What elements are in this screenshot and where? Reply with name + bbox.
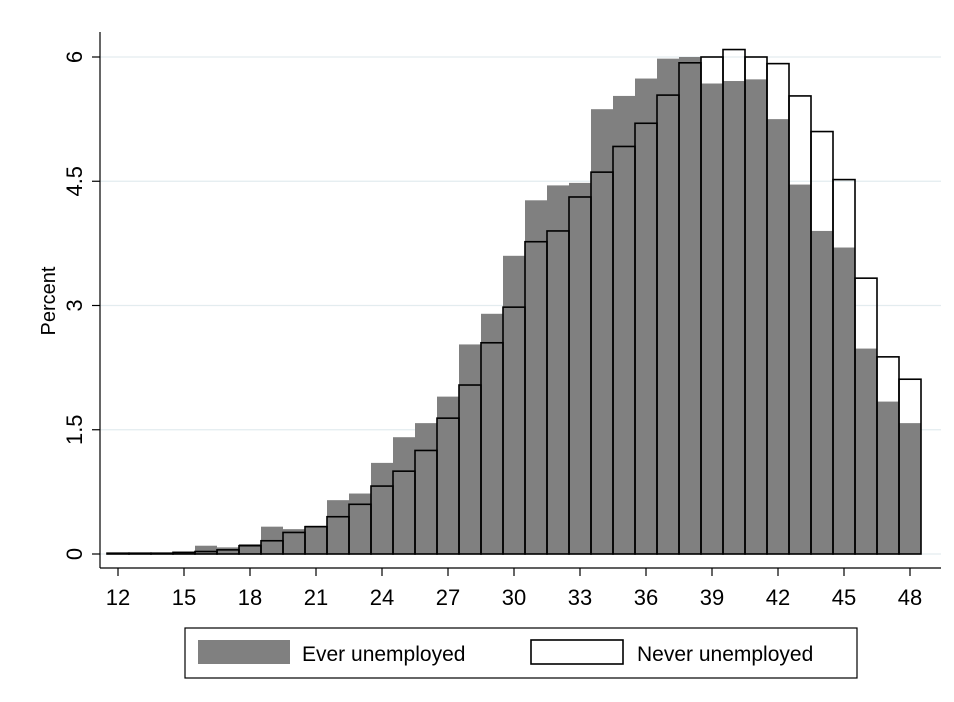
- x-tick-label-11: 45: [832, 585, 856, 610]
- bar-ever-unemployed-45: [833, 247, 855, 554]
- bar-never-unemployed-48: [898, 378, 922, 555]
- y-tick-label-0: 0: [62, 548, 87, 560]
- bar-ever-unemployed-32: [547, 185, 569, 554]
- bar-ever-unemployed-36: [635, 78, 657, 554]
- bar-ever-unemployed-16: [195, 545, 217, 554]
- bar-ever-unemployed-34: [591, 109, 613, 554]
- x-tick-label-9: 39: [700, 585, 724, 610]
- bar-ever-unemployed-43: [789, 184, 811, 554]
- bar-ever-unemployed-27: [437, 396, 459, 554]
- x-tick-label-12: 48: [898, 585, 922, 610]
- bar-never-unemployed-12: [106, 552, 130, 555]
- bar-ever-unemployed-30: [503, 255, 525, 555]
- bar-ever-unemployed-44: [811, 230, 833, 554]
- bar-ever-unemployed-38: [679, 57, 701, 554]
- y-tick-label-2: 3: [62, 299, 87, 311]
- x-tick-label-1: 15: [172, 585, 196, 610]
- y-tick-label-1: 1.5: [62, 414, 87, 445]
- bar-ever-unemployed-22: [327, 500, 349, 554]
- bars: [106, 48, 922, 555]
- bar-ever-unemployed-15: [173, 552, 195, 554]
- bar-ever-unemployed-39: [701, 83, 723, 555]
- bar-ever-unemployed-20: [283, 529, 305, 554]
- x-tick-label-5: 27: [436, 585, 460, 610]
- bar-ever-unemployed-28: [459, 344, 481, 554]
- bar-ever-unemployed-40: [723, 81, 745, 554]
- legend: Ever unemployed Never unemployed: [184, 627, 858, 679]
- y-axis-ticks: 0 1.5 3 4.5 6: [62, 51, 100, 560]
- bar-never-unemployed-13: [128, 552, 152, 555]
- legend-swatch-ever-unemployed: [198, 640, 290, 664]
- x-tick-label-8: 36: [634, 585, 658, 610]
- bar-ever-unemployed-48: [899, 423, 921, 554]
- axes: [99, 32, 941, 569]
- x-tick-label-4: 24: [370, 585, 394, 610]
- legend-box: [184, 627, 858, 679]
- bar-ever-unemployed-23: [349, 493, 371, 554]
- legend-label-never-unemployed: Never unemployed: [637, 643, 813, 666]
- legend-swatch-never-unemployed: [530, 639, 624, 665]
- bar-ever-unemployed-41: [745, 79, 767, 555]
- bar-ever-unemployed-46: [855, 348, 877, 554]
- bar-ever-unemployed-17: [217, 547, 239, 554]
- y-tick-label-4: 6: [62, 51, 87, 63]
- bar-ever-unemployed-47: [877, 401, 899, 554]
- legend-label-ever-unemployed: Ever unemployed: [302, 643, 465, 666]
- bar-ever-unemployed-42: [767, 119, 789, 554]
- x-tick-label-3: 21: [304, 585, 328, 610]
- bar-ever-unemployed-26: [415, 423, 437, 554]
- bar-ever-unemployed-35: [613, 95, 635, 554]
- bar-ever-unemployed-33: [569, 182, 591, 554]
- bar-never-unemployed-14: [150, 552, 174, 555]
- x-tick-label-10: 42: [766, 585, 790, 610]
- x-tick-label-6: 30: [502, 585, 526, 610]
- bar-ever-unemployed-37: [657, 58, 679, 554]
- bar-ever-unemployed-18: [239, 544, 261, 554]
- x-tick-label-0: 12: [106, 585, 130, 610]
- bar-ever-unemployed-31: [525, 200, 547, 554]
- bar-ever-unemployed-24: [371, 462, 393, 554]
- x-tick-label-7: 33: [568, 585, 592, 610]
- x-axis-ticks: 12 15 18 21 24 27 30 33 36 39 42 45 48: [106, 568, 922, 610]
- y-axis-title: Percent: [38, 266, 60, 335]
- bar-ever-unemployed-25: [393, 437, 415, 554]
- y-tick-label-3: 4.5: [62, 166, 87, 197]
- x-tick-label-2: 18: [238, 585, 262, 610]
- bar-ever-unemployed-29: [481, 313, 503, 554]
- bar-ever-unemployed-21: [305, 525, 327, 554]
